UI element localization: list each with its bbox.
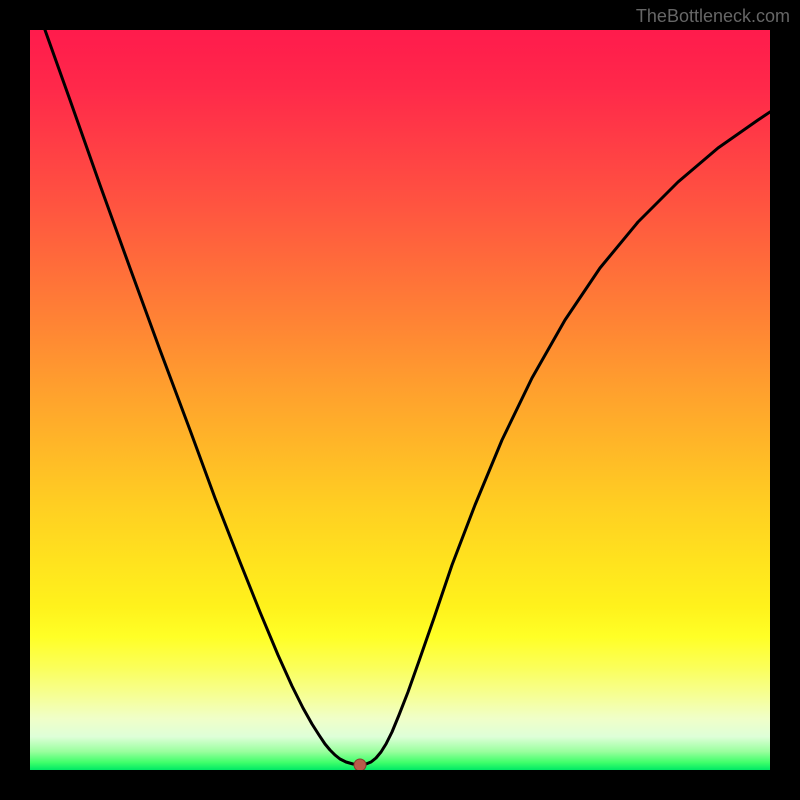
gradient-background [30, 30, 770, 770]
watermark-text: TheBottleneck.com [636, 6, 790, 27]
chart-container: TheBottleneck.com [0, 0, 800, 800]
plot-area [30, 30, 770, 770]
optimum-marker [354, 759, 366, 770]
chart-svg [30, 30, 770, 770]
